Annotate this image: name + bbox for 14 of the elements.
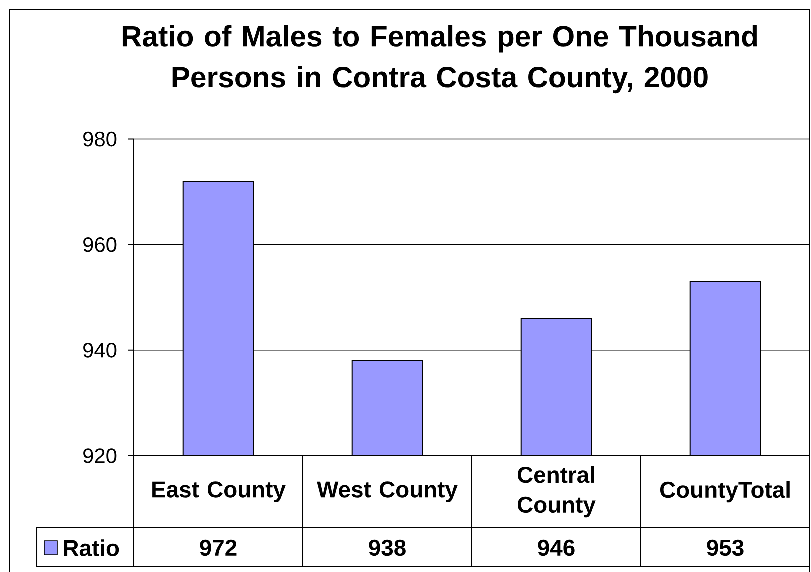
y-tick-label: 960 (84, 237, 117, 252)
y-tick-label: 940 (84, 343, 117, 358)
data-label: 946 (538, 540, 575, 556)
y-tick-label: 920 (84, 448, 117, 464)
data-label: 953 (707, 540, 744, 556)
x-tick-label: East County (152, 482, 286, 502)
x-tick-label: Central County (518, 466, 596, 518)
legend-label: Ratio (64, 540, 120, 556)
data-label: 938 (369, 540, 406, 556)
data-label: 972 (200, 540, 237, 556)
x-tick-label: CountyTotal (660, 481, 790, 503)
x-tick-label: West County (317, 482, 458, 502)
chart-title: Ratio of Males to Females per One Thousand Persons in Contra Costa County, 2000 (122, 25, 758, 94)
y-tick-label: 980 (84, 132, 117, 147)
